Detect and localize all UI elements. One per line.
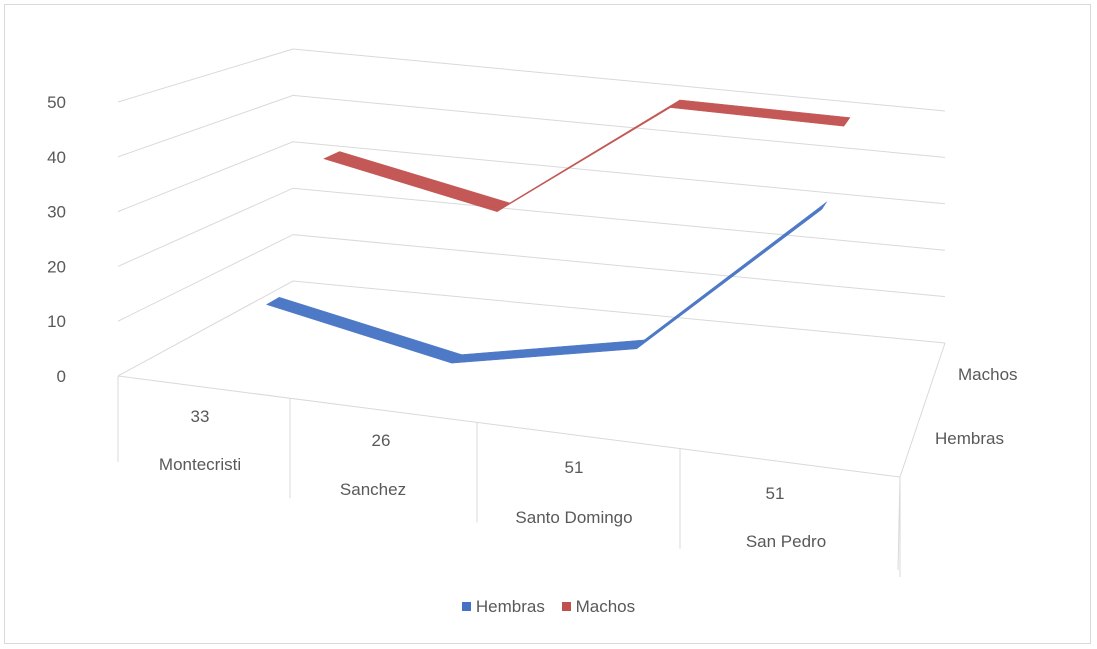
legend-swatch-machos — [561, 602, 571, 611]
legend-label-machos: Machos — [575, 596, 636, 616]
legend-item-machos: Machos — [561, 596, 636, 617]
y-axis-ticks: 0 10 20 30 40 50 — [47, 93, 66, 386]
legend-label-hembras: Hembras — [475, 596, 545, 616]
legend-item-hembras: Hembras — [461, 596, 545, 617]
chart-frame — [4, 4, 1091, 644]
y-tick-label: 30 — [47, 203, 66, 222]
y-tick-label: 10 — [47, 312, 66, 331]
y-tick-label: 40 — [47, 148, 66, 167]
category-label: Montecristi — [159, 455, 241, 474]
gridline — [117, 234, 946, 322]
gridlines — [117, 48, 946, 377]
gridline — [117, 94, 946, 158]
series-layer — [265, 99, 851, 364]
y-tick-label: 50 — [47, 93, 66, 112]
gridline — [117, 280, 946, 377]
category-label: San Pedro — [746, 532, 826, 551]
data-table-value: 51 — [766, 484, 785, 503]
gridline — [117, 141, 946, 213]
gridline — [117, 187, 946, 267]
category-labels: 33 26 51 51 Montecristi Sanchez Santo Domingo S… — [159, 407, 826, 551]
depth-axis-label: Hembras — [935, 429, 1004, 448]
axes — [117, 342, 946, 577]
floor-edge — [117, 342, 946, 478]
legend: Hembras Machos — [0, 596, 1097, 617]
y-tick-label: 0 — [57, 367, 66, 386]
series-hembras-segment — [636, 201, 827, 350]
gridline — [117, 48, 946, 112]
table-right-edge — [897, 476, 901, 571]
data-table-value: 51 — [565, 458, 584, 477]
depth-axis-label: Machos — [958, 365, 1018, 384]
y-tick-label: 20 — [47, 257, 66, 276]
category-label: Santo Domingo — [515, 508, 632, 527]
series-machos-segment — [669, 99, 851, 127]
series-machos-segment — [322, 151, 511, 212]
series-machos-segment — [496, 99, 681, 212]
series-hembras-segment — [450, 339, 645, 364]
data-table-value: 33 — [191, 407, 210, 426]
data-table-value: 26 — [372, 431, 391, 450]
series-hembras-segment — [265, 296, 463, 364]
legend-swatch-hembras — [461, 602, 471, 611]
category-label: Sanchez — [340, 480, 406, 499]
depth-labels: Machos Hembras — [935, 365, 1018, 448]
